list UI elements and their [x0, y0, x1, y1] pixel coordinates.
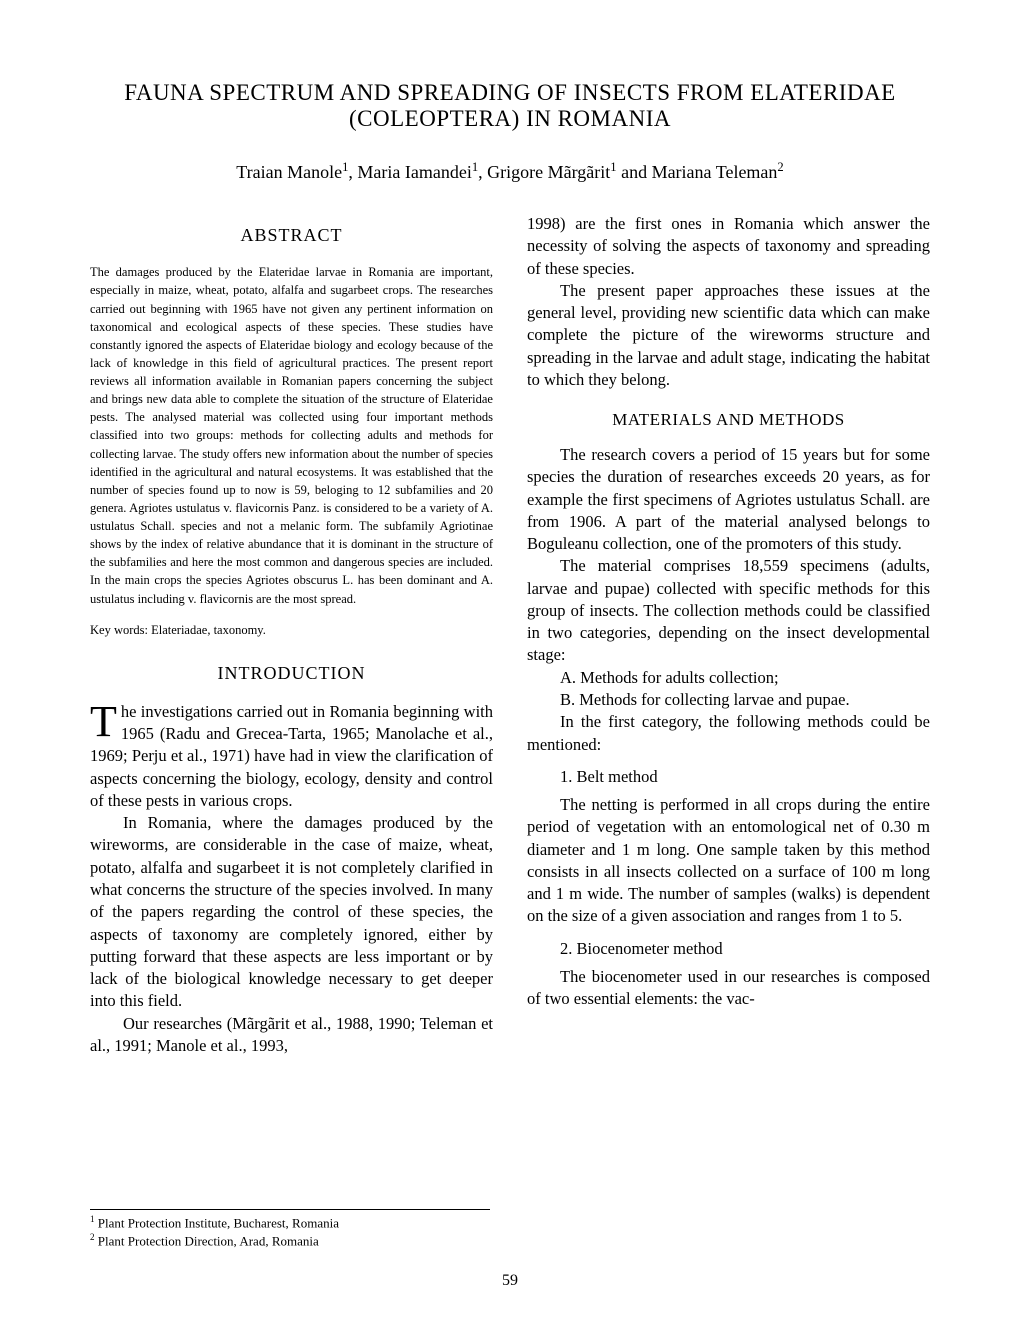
keywords-text: Elateriadae, taxonomy.: [151, 623, 266, 637]
paper-title: FAUNA SPECTRUM AND SPREADING OF INSECTS …: [90, 80, 930, 132]
materials-heading: MATERIALS AND METHODS: [527, 409, 930, 432]
mm-paragraph-2: The material comprises 18,559 specimens …: [527, 555, 930, 666]
intro-paragraph-1: The investigations carried out in Romani…: [90, 701, 493, 812]
right-continuation-1: 1998) are the first ones in Romania whic…: [527, 213, 930, 280]
intro-paragraph-3: Our researches (Mãrgãrit et al., 1988, 1…: [90, 1013, 493, 1058]
footnote-2-text: Plant Protection Direction, Arad, Romani…: [95, 1233, 319, 1248]
right-column: 1998) are the first ones in Romania whic…: [527, 213, 930, 1057]
mm-paragraph-3: In the first category, the following met…: [527, 711, 930, 756]
footnote-1-text: Plant Protection Institute, Bucharest, R…: [95, 1215, 339, 1230]
method-1-title: 1. Belt method: [527, 766, 930, 788]
keywords-line: Key words: Elateriadae, taxonomy.: [90, 622, 493, 639]
abstract-text: The damages produced by the Elateridae l…: [90, 263, 493, 607]
footnote-1: 1 Plant Protection Institute, Bucharest,…: [90, 1214, 490, 1232]
mm-list-a: A. Methods for adults collection;: [527, 667, 930, 689]
page-number: 59: [0, 1272, 1020, 1290]
introduction-heading: INTRODUCTION: [90, 661, 493, 685]
abstract-heading: ABSTRACT: [90, 223, 493, 247]
footnote-2: 2 Plant Protection Direction, Arad, Roma…: [90, 1232, 490, 1250]
method-1-text: The netting is performed in all crops du…: [527, 794, 930, 928]
author-3: , Grigore Mãrgãrit: [478, 162, 610, 182]
author-2: , Maria Iamandei: [348, 162, 471, 182]
left-column: ABSTRACT The damages produced by the Ela…: [90, 213, 493, 1057]
footnotes-block: 1 Plant Protection Institute, Bucharest,…: [90, 1209, 490, 1250]
author-1: Traian Manole: [236, 162, 342, 182]
author-4: and Mariana Teleman: [617, 162, 778, 182]
method-2-text: The biocenometer used in our researches …: [527, 966, 930, 1011]
authors-line: Traian Manole1, Maria Iamandei1, Grigore…: [90, 160, 930, 183]
mm-paragraph-1: The research covers a period of 15 years…: [527, 444, 930, 555]
two-column-layout: ABSTRACT The damages produced by the Ela…: [90, 213, 930, 1057]
affil-sup-2: 2: [777, 160, 783, 174]
intro-paragraph-2: In Romania, where the damages produced b…: [90, 812, 493, 1012]
title-line-1: FAUNA SPECTRUM AND SPREADING OF INSECTS …: [124, 80, 895, 105]
keywords-label: Key words:: [90, 623, 151, 637]
mm-list-b: B. Methods for collecting larvae and pup…: [527, 689, 930, 711]
right-paragraph-2: The present paper approaches these issue…: [527, 280, 930, 391]
method-2-title: 2. Biocenometer method: [527, 938, 930, 960]
page-container: FAUNA SPECTRUM AND SPREADING OF INSECTS …: [0, 0, 1020, 1097]
title-line-2: (COLEOPTERA) IN ROMANIA: [349, 106, 671, 131]
